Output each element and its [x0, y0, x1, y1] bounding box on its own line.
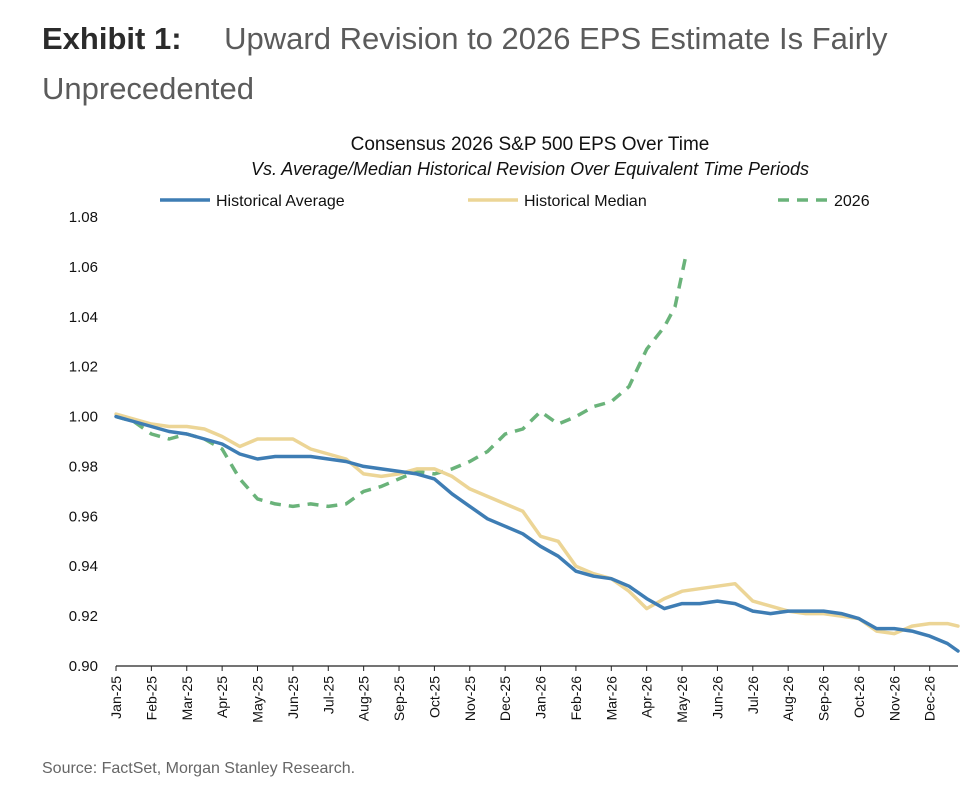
- x-tick-label: Oct-25: [426, 676, 442, 718]
- x-tick-label: Jun-26: [709, 676, 725, 719]
- y-tick-label: 1.02: [69, 359, 98, 376]
- x-tick-label: Jan-25: [108, 676, 124, 719]
- series-line-2026: [115, 256, 688, 509]
- x-tick-label: Feb-25: [143, 676, 159, 721]
- x-tick-label: Jul-26: [745, 676, 761, 714]
- x-tick-label: Dec-25: [497, 676, 513, 721]
- exhibit-heading: Exhibit 1: Upward Revision to 2026 EPS E…: [42, 14, 942, 114]
- x-tick-label: Jan-26: [533, 676, 549, 719]
- legend-label: 2026: [834, 193, 870, 210]
- x-tick-label: May-25: [250, 676, 266, 723]
- x-tick-label: Apr-25: [214, 676, 230, 718]
- y-tick-label: 0.96: [69, 508, 98, 525]
- y-tick-label: 1.04: [69, 309, 98, 326]
- x-tick-label: May-26: [674, 676, 690, 723]
- x-tick-label: Apr-26: [639, 676, 655, 718]
- line-chart: Consensus 2026 S&P 500 EPS Over Time Vs.…: [69, 134, 960, 723]
- y-tick-label: 1.00: [69, 409, 98, 426]
- legend-label: Historical Average: [216, 193, 345, 210]
- chart-title: Consensus 2026 S&P 500 EPS Over Time: [351, 134, 710, 155]
- x-tick-label: Feb-26: [568, 676, 584, 721]
- exhibit-title: Upward Revision to 2026 EPS Estimate Is …: [42, 21, 888, 106]
- source-note: Source: FactSet, Morgan Stanley Research…: [42, 760, 356, 777]
- chart-subtitle: Vs. Average/Median Historical Revision O…: [251, 159, 809, 179]
- x-tick-label: Nov-25: [462, 676, 478, 721]
- x-axis: Jan-25 Feb-25 Mar-25 Apr-25 May-25 Jun-25 Jul-…: [108, 665, 958, 723]
- x-tick-label: Dec-26: [922, 676, 938, 721]
- chart-legend: Historical Average Historical Median 2026: [160, 193, 870, 210]
- y-tick-label: 0.98: [69, 458, 98, 475]
- x-tick-label: Sep-25: [391, 676, 407, 721]
- y-tick-label: 1.06: [69, 259, 98, 276]
- y-axis: 0.90 0.92 0.94 0.96 0.98 1.00 1.02 1.04 1.06 1.08: [69, 209, 98, 675]
- x-tick-label: Jun-25: [285, 676, 301, 719]
- y-tick-label: 0.94: [69, 558, 98, 575]
- x-tick-label: Mar-25: [179, 676, 195, 721]
- x-tick-label: Sep-26: [816, 676, 832, 721]
- x-tick-label: Aug-26: [780, 676, 796, 721]
- y-tick-label: 1.08: [69, 209, 98, 226]
- x-tick-label: Jul-25: [320, 676, 336, 714]
- series-layer: [114, 256, 960, 653]
- x-tick-label: Aug-25: [356, 676, 372, 721]
- series-line-historical-median: [114, 412, 960, 636]
- series-line-historical-average: [114, 414, 960, 653]
- y-tick-label: 0.90: [69, 658, 98, 675]
- x-tick-label: Mar-26: [603, 676, 619, 721]
- exhibit-label: Exhibit 1:: [42, 21, 182, 56]
- x-tick-label: Nov-26: [886, 676, 902, 721]
- x-tick-label: Oct-26: [851, 676, 867, 718]
- y-tick-label: 0.92: [69, 608, 98, 625]
- legend-label: Historical Median: [524, 193, 647, 210]
